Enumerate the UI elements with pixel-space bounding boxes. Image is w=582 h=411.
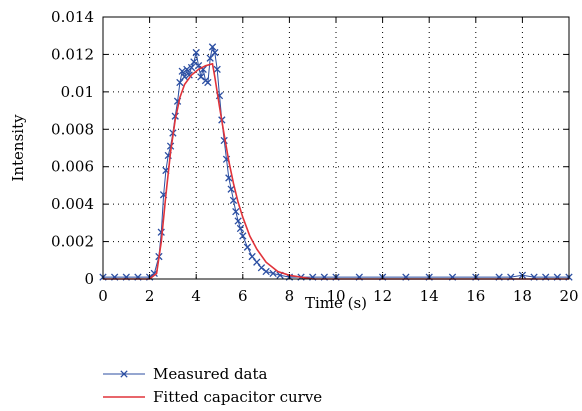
- data-point: [213, 65, 221, 74]
- legend-marker-measured: [120, 370, 128, 378]
- y-tick-label: 0.002: [51, 233, 94, 251]
- data-point: [232, 207, 240, 216]
- x-tick-label: 2: [145, 287, 155, 305]
- data-point: [192, 48, 200, 57]
- x-tick-label: 12: [373, 287, 392, 305]
- legend-label-measured: Measured data: [153, 365, 268, 383]
- legend-item-fitted: Fitted capacitor curve: [103, 388, 322, 406]
- x-tick-label: 20: [559, 287, 578, 305]
- data-point: [157, 228, 165, 236]
- x-tick-label: 16: [466, 287, 485, 305]
- data-point: [225, 174, 233, 182]
- ticks: 0 2 4 6 8 10 12 14 16 18 20 0 0.002 0.004 0.006 0.008 0.…: [51, 8, 579, 305]
- y-tick-label: 0.008: [51, 120, 94, 138]
- data-point: [166, 142, 175, 150]
- data-point: [236, 224, 245, 233]
- x-tick-label: 6: [238, 287, 248, 305]
- x-tick-label: 8: [285, 287, 295, 305]
- data-point: [211, 48, 219, 57]
- data-point: [185, 71, 193, 79]
- data-point: [206, 54, 214, 62]
- y-tick-label: 0.006: [51, 158, 94, 176]
- y-tick-label: 0.014: [51, 8, 94, 26]
- y-tick-label: 0: [84, 270, 94, 288]
- y-tick-label: 0.004: [51, 195, 94, 213]
- data-point: [183, 65, 191, 74]
- data-point: [234, 217, 242, 225]
- x-tick-label: 14: [420, 287, 439, 305]
- series-line: [103, 62, 569, 280]
- data-point: [178, 67, 186, 75]
- legend-label-fitted: Fitted capacitor curve: [153, 388, 322, 406]
- x-tick-label: 4: [191, 287, 201, 305]
- y-tick-label: 0.01: [61, 83, 94, 101]
- data-point: [204, 78, 212, 87]
- x-tick-label: 18: [513, 287, 532, 305]
- data-point: [243, 243, 252, 251]
- data-point: [262, 267, 270, 276]
- data-point: [239, 232, 247, 240]
- data-point: [229, 196, 238, 205]
- data-point: [227, 185, 235, 193]
- data-point: [269, 269, 277, 278]
- data-point: [176, 78, 184, 87]
- x-tick-label: 0: [98, 287, 108, 305]
- data-point: [248, 252, 256, 261]
- legend: Measured data Fitted capacitor curve: [103, 365, 322, 406]
- y-tick-label: 0.012: [51, 45, 94, 63]
- grid: [103, 17, 569, 279]
- data-point: [187, 63, 196, 72]
- data-point: [208, 43, 217, 51]
- data-point: [253, 258, 261, 266]
- data-point: [180, 73, 189, 81]
- y-axis-title: Intensity: [9, 114, 27, 182]
- x-axis-title: Time (s): [305, 294, 367, 312]
- x-tick-label: 10: [326, 287, 345, 305]
- legend-item-measured: Measured data: [103, 365, 268, 383]
